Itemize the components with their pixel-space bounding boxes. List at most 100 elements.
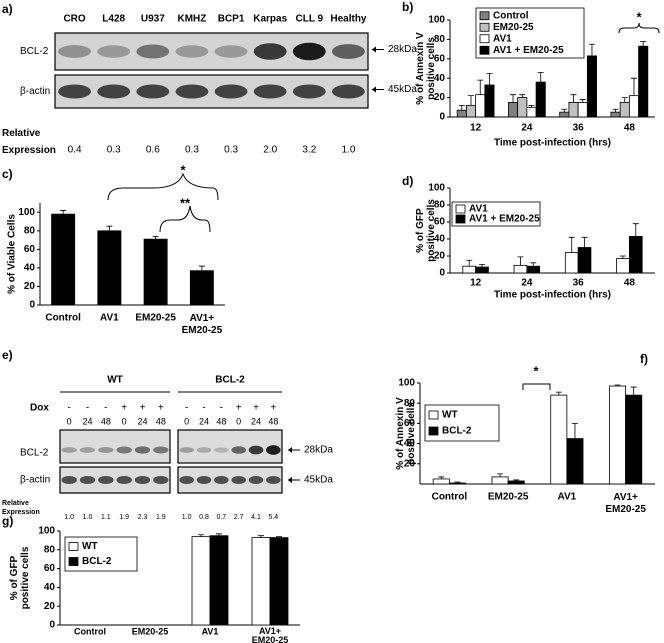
dox-sign: + xyxy=(121,403,127,414)
relative-value: 0.6 xyxy=(146,145,160,156)
error-bar xyxy=(571,423,578,439)
x-tick-label: AV1+ EM20-25 xyxy=(252,626,289,643)
legend-box xyxy=(475,7,585,59)
blot-band xyxy=(79,447,96,453)
relative-value: 5.4 xyxy=(268,514,278,521)
legend-label: BCL-2 xyxy=(82,556,112,567)
blot-strip xyxy=(59,429,171,464)
error-bar xyxy=(454,481,461,483)
legend-label: AV1 + EM20-25 xyxy=(493,45,564,56)
y-tick-label: 0 xyxy=(439,268,445,279)
relative-value: 2.0 xyxy=(263,145,277,156)
error-bar xyxy=(198,534,204,537)
panel-label: f) xyxy=(640,352,648,366)
bar xyxy=(475,94,486,118)
bar xyxy=(566,438,584,485)
row-label: BCL-2 xyxy=(20,448,49,459)
error-bar xyxy=(466,259,473,267)
blot-strip xyxy=(177,466,283,494)
blot-band xyxy=(136,84,170,99)
x-tick-label: EM20-25 xyxy=(132,626,169,636)
dox-sign: - xyxy=(202,403,205,414)
time-label: 24 xyxy=(199,416,209,426)
x-tick-label: AV1+ EM20-25 xyxy=(182,313,223,336)
arrow-head xyxy=(288,477,292,483)
blot-band xyxy=(196,476,212,484)
error-bar xyxy=(630,386,637,396)
y-tick-label: 20 xyxy=(404,458,416,469)
error-bar xyxy=(458,104,465,111)
y-tick-label: 40 xyxy=(434,234,446,245)
bar xyxy=(610,111,621,118)
annotation: * xyxy=(180,162,186,177)
y-tick-label: 60 xyxy=(404,418,416,429)
legend-swatch xyxy=(479,11,490,21)
relative-value: 1.0 xyxy=(64,514,74,521)
bar xyxy=(564,252,579,274)
blot-band xyxy=(292,42,326,61)
error-bar xyxy=(588,43,595,56)
error-bar xyxy=(579,99,586,103)
blot-band xyxy=(98,446,114,454)
bar xyxy=(462,265,477,274)
time-label: 24 xyxy=(137,416,147,426)
time-label: 0 xyxy=(122,416,127,426)
bar xyxy=(491,476,509,485)
error-bar xyxy=(510,94,517,103)
relative-value: 0.7 xyxy=(216,514,226,521)
group-label: WT xyxy=(107,375,123,386)
y-tick-label: 80 xyxy=(434,34,446,45)
blot-band xyxy=(253,43,287,60)
x-tick-label: EM20-25 xyxy=(135,313,176,324)
y-axis-label: % of GFPpositive cells xyxy=(9,546,31,609)
relative-label: Relative Expression xyxy=(2,128,56,156)
dox-sign: - xyxy=(220,403,223,414)
dox-sign: - xyxy=(67,403,70,414)
blot-band xyxy=(292,84,326,99)
error-bar xyxy=(198,265,205,271)
panel-label: d) xyxy=(402,174,413,188)
panel-label: g) xyxy=(2,514,13,528)
y-tick-label: 80 xyxy=(434,200,446,211)
blot-band xyxy=(58,84,91,99)
bar xyxy=(513,264,528,274)
x-tick-label: AV1 xyxy=(202,626,219,636)
blot-band xyxy=(136,44,170,59)
y-tick-label: 100 xyxy=(428,183,445,194)
y-tick-label: 0 xyxy=(29,300,35,311)
blot-band xyxy=(332,44,365,59)
blot-band xyxy=(266,445,281,455)
relative-value: 1.9 xyxy=(119,514,129,521)
blot-band xyxy=(153,446,169,454)
y-axis-label: % of Annexin Vpositive cells xyxy=(395,397,417,470)
marker-label: 45kDa xyxy=(388,84,417,95)
error-bar xyxy=(438,476,445,479)
error-bar xyxy=(561,108,568,113)
legend-label: AV1 + EM20-25 xyxy=(469,214,540,225)
time-label: 0 xyxy=(184,416,189,426)
legend-swatch xyxy=(68,557,79,566)
blot-band xyxy=(214,84,248,99)
legend-label: EM20-25 xyxy=(493,22,534,33)
lane-label: U937 xyxy=(141,14,165,25)
error-bar xyxy=(479,264,486,268)
blot-band xyxy=(98,476,114,484)
error-bar xyxy=(630,77,637,96)
row-label: β-actin xyxy=(20,86,50,97)
y-tick-label: 80 xyxy=(404,398,416,409)
lane-label: CRO xyxy=(63,14,85,25)
error-bar xyxy=(530,262,537,267)
error-bar xyxy=(537,71,544,83)
y-tick-label: 20 xyxy=(434,251,446,262)
x-tick-label: AV1 xyxy=(100,313,119,324)
error-bar xyxy=(497,473,504,477)
blot-band xyxy=(175,45,209,58)
error-bar xyxy=(519,94,526,98)
bar xyxy=(568,102,579,118)
error-bar xyxy=(216,533,222,536)
y-tick-label: 100 xyxy=(18,207,35,218)
y-tick-label: 40 xyxy=(434,73,446,84)
bar xyxy=(628,236,643,274)
bar xyxy=(526,265,541,274)
bar xyxy=(508,102,519,118)
